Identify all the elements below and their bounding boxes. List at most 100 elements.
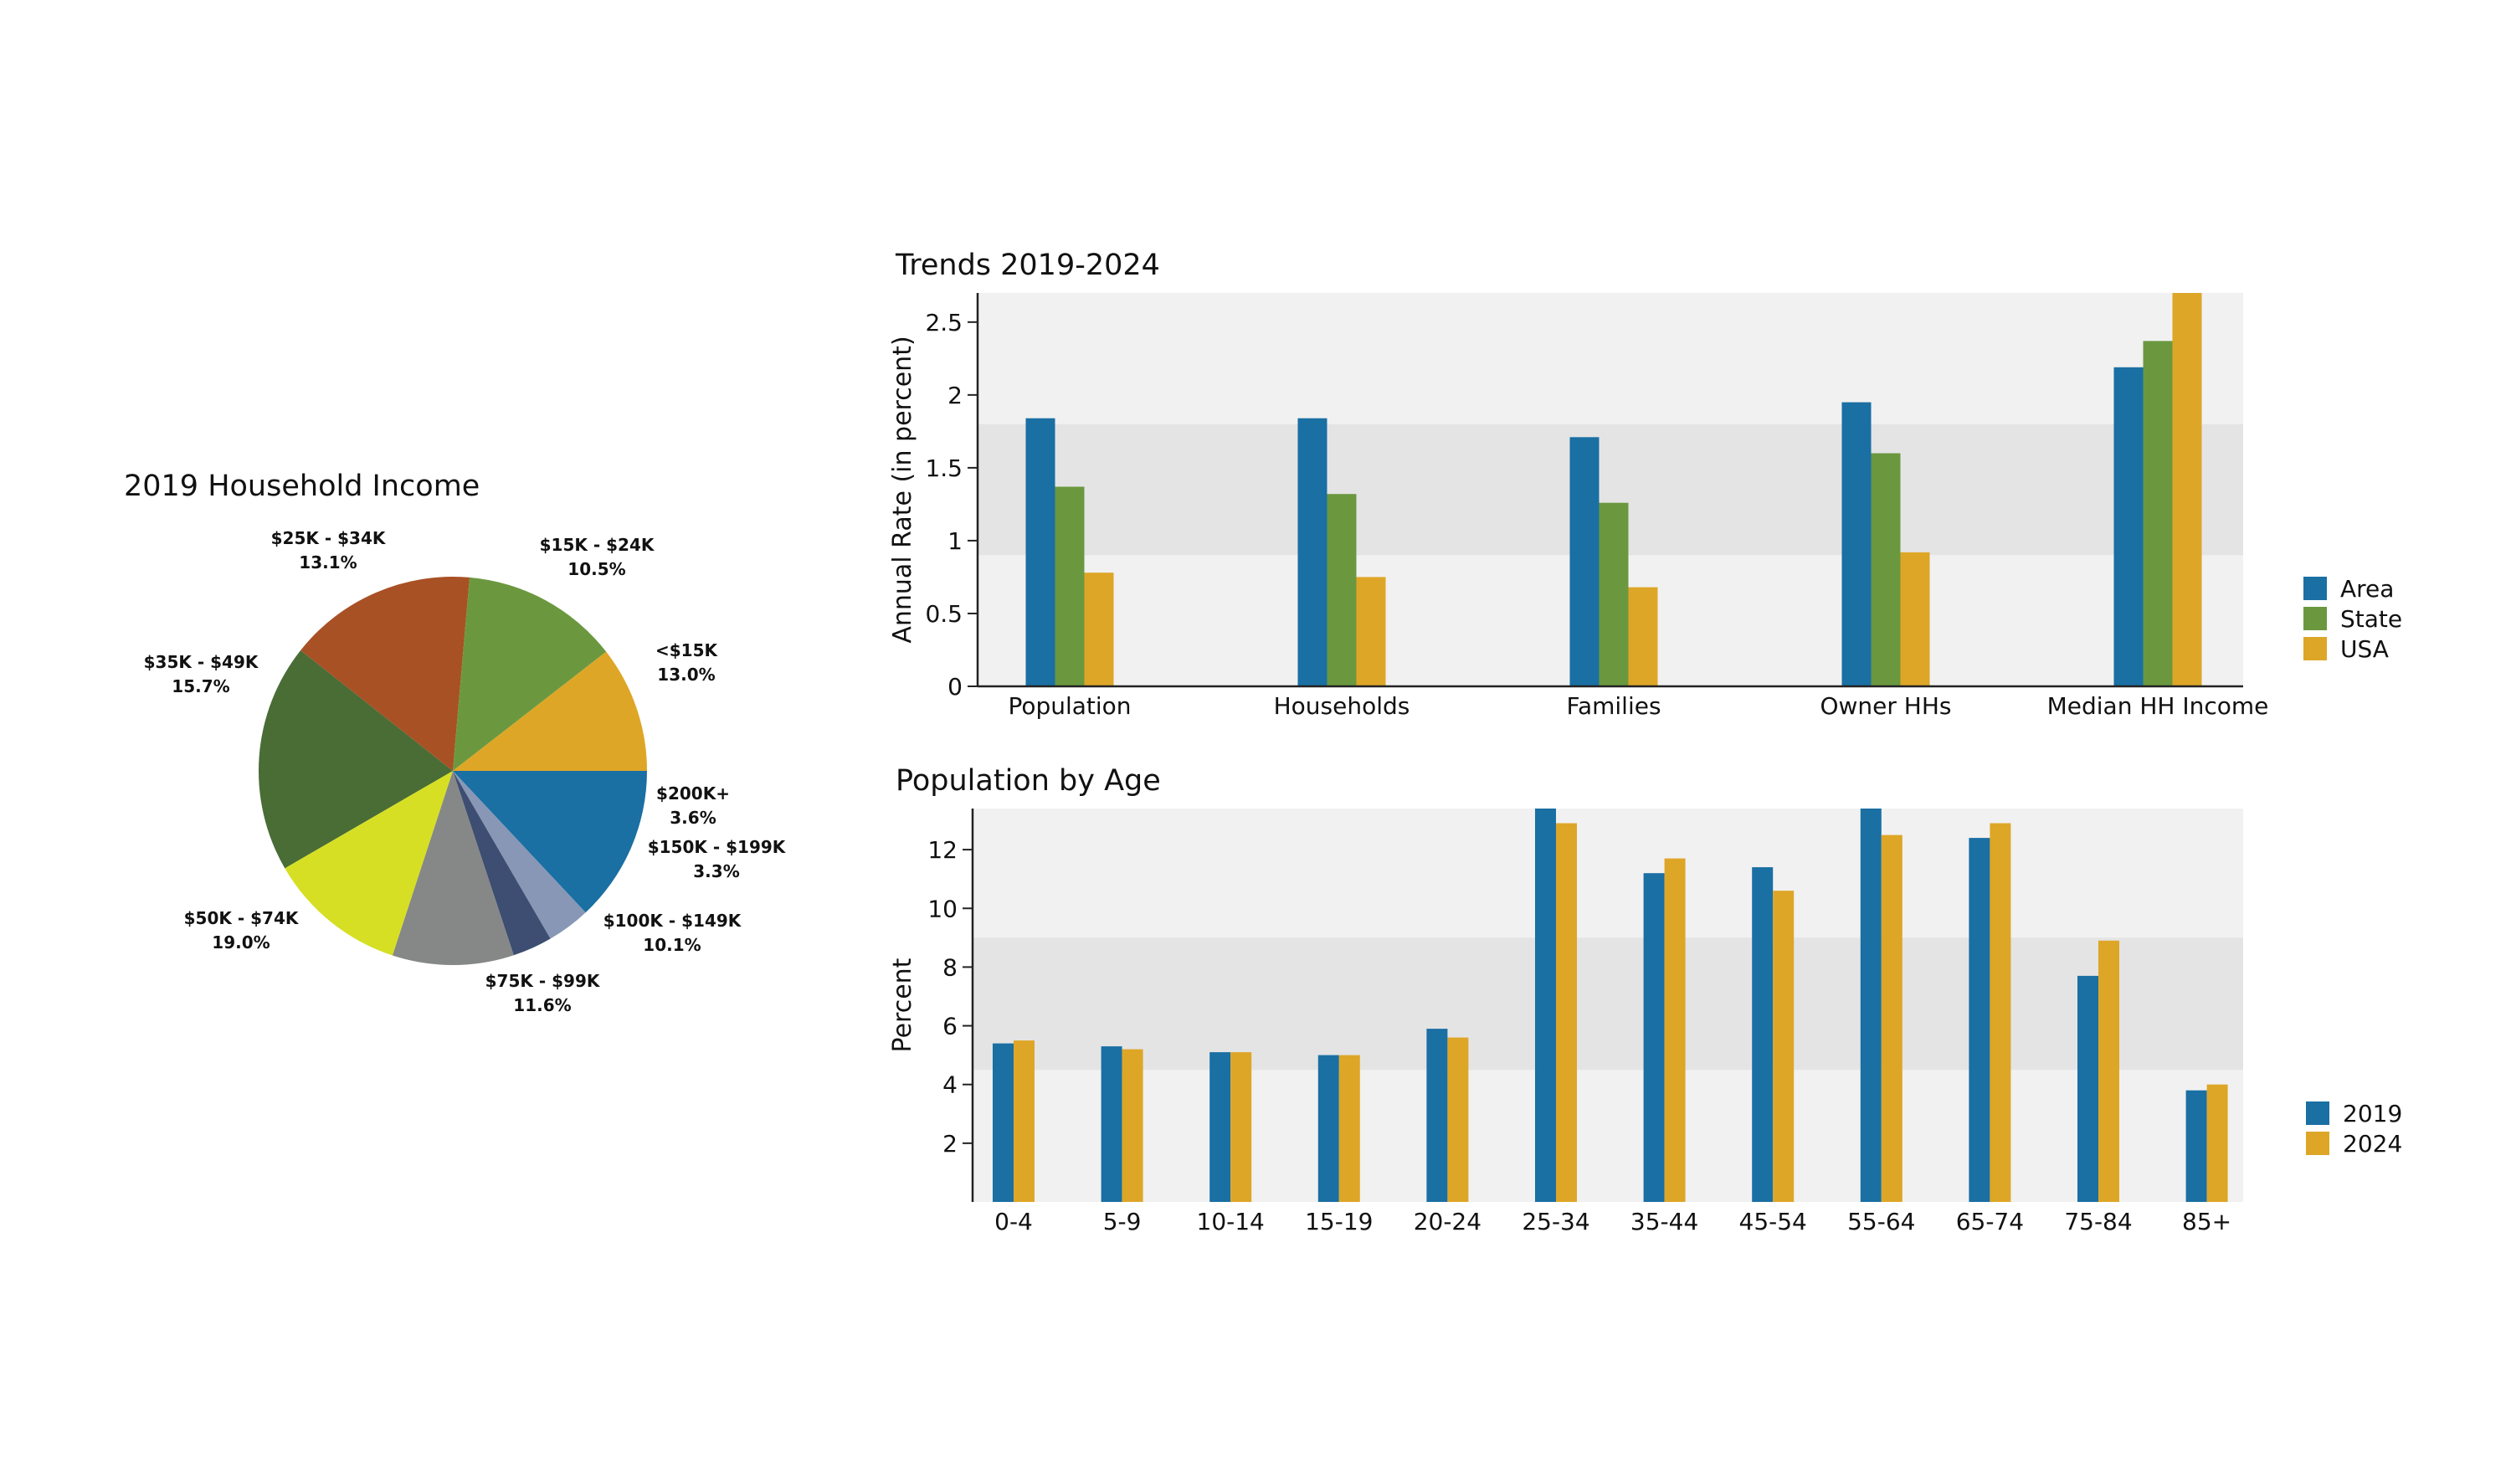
bar-households-area xyxy=(1297,418,1327,686)
bar-owner-hhs-area xyxy=(1841,402,1872,686)
y-tick-label: 0.5 xyxy=(925,600,963,628)
bar-15-19-2024 xyxy=(1338,1055,1360,1202)
x-tick-label: 15-19 xyxy=(1305,1208,1373,1235)
bar-15-19-2019 xyxy=(1317,1055,1339,1202)
bar-0-4-2024 xyxy=(1014,1040,1035,1202)
age-plot-area: 0-4 5-9 10-14 15-19 20-24 25-34 35-44 45-54 55-6… xyxy=(888,809,2402,1235)
x-tick-label: Owner HHs xyxy=(1820,692,1951,720)
bar-35-44-2019 xyxy=(1643,873,1665,1202)
plot-band xyxy=(973,937,2243,1071)
pie-slice-50k-74k xyxy=(258,650,453,869)
bar-0-4-2019 xyxy=(993,1043,1014,1202)
legend-label-usa: USA xyxy=(2340,635,2389,663)
x-tick-label: Households xyxy=(1274,692,1410,720)
pie-pct-150k-199k: 3.3% xyxy=(693,861,739,881)
bar-households-state xyxy=(1327,494,1357,686)
bar-25-34-2019 xyxy=(1535,809,1556,1202)
bar-families-state xyxy=(1599,502,1629,686)
pie-pct-75k-99k: 11.6% xyxy=(513,995,571,1015)
bar-population-area xyxy=(1025,418,1055,686)
bar-45-54-2024 xyxy=(1773,891,1795,1202)
pie-label-200k: $200K+ xyxy=(656,783,730,804)
pie-slice-25k-34k xyxy=(453,577,607,771)
y-tick-label: 12 xyxy=(927,836,958,864)
pie-slice-15k xyxy=(453,771,647,913)
bar-owner-hhs-usa xyxy=(1900,552,1930,686)
y-tick-label: 8 xyxy=(942,953,958,981)
bar-85-2019 xyxy=(2185,1090,2207,1202)
y-tick-label: 4 xyxy=(942,1071,958,1099)
income-chart-title: 2019 Household Income xyxy=(124,470,480,503)
pie-label-100k-149k: $100K - $149K xyxy=(603,911,742,931)
bar-10-14-2019 xyxy=(1209,1052,1231,1202)
pie-label-15k-24k: $15K - $24K xyxy=(540,535,655,555)
legend-label-2019: 2019 xyxy=(2343,1100,2402,1127)
pie-pct-50k-74k: 19.0% xyxy=(212,932,270,953)
legend-label-state: State xyxy=(2340,605,2402,633)
pie-labels: <$15K 13.0% $200K+ 3.6% $150K - $199K 3.3% $10… xyxy=(144,528,787,1015)
y-tick-label: 2.5 xyxy=(925,309,963,336)
x-tick-label: 10-14 xyxy=(1197,1208,1265,1235)
bar-households-usa xyxy=(1356,577,1386,686)
pie-slice-100k-149k xyxy=(392,771,514,965)
bar-85-2024 xyxy=(2206,1084,2228,1202)
y-tick-label: 10 xyxy=(927,895,958,922)
pie-pct-15k-24k: 10.5% xyxy=(567,559,625,579)
legend-label-2024: 2024 xyxy=(2343,1130,2402,1158)
bar-families-area xyxy=(1569,437,1600,686)
bar-55-64-2024 xyxy=(1881,834,1903,1202)
pie-slice-35k-49k xyxy=(300,577,470,771)
bar-65-74-2019 xyxy=(1969,838,1990,1202)
x-tick-label: Population xyxy=(1008,692,1131,720)
x-tick-label: 25-34 xyxy=(1522,1208,1589,1235)
bar-20-24-2019 xyxy=(1426,1029,1448,1202)
age-chart-title: Population by Age xyxy=(896,764,1161,798)
trends-chart-title: Trends 2019-2024 xyxy=(895,249,1160,282)
bar-75-84-2024 xyxy=(2098,940,2119,1202)
bar-5-9-2024 xyxy=(1122,1049,1143,1202)
pie-slices xyxy=(258,577,647,965)
legend-swatch-usa xyxy=(2303,637,2327,660)
legend-swatch-2019 xyxy=(2306,1101,2329,1125)
legend-label-area: Area xyxy=(2340,575,2394,603)
bar-families-usa xyxy=(1628,587,1658,686)
pie-slice-75k-99k xyxy=(285,771,453,956)
trends-bar-chart: Trends 2019-2024 Population Households Fam… xyxy=(888,249,2402,720)
y-tick-label: 6 xyxy=(942,1013,958,1040)
x-tick-label: 5-9 xyxy=(1103,1208,1142,1235)
x-tick-label: 55-64 xyxy=(1847,1208,1915,1235)
pie-label-15k: <$15K xyxy=(655,640,719,660)
pie-pct-15k: 13.0% xyxy=(657,665,715,685)
x-tick-label: 85+ xyxy=(2182,1208,2231,1235)
bar-35-44-2024 xyxy=(1664,858,1686,1202)
bar-75-84-2019 xyxy=(2077,975,2098,1202)
trends-plot-area: Population Households Families Owner HHs Med… xyxy=(888,293,2402,720)
bar-10-14-2024 xyxy=(1230,1052,1252,1202)
legend-swatch-2024 xyxy=(2306,1132,2329,1155)
y-tick-label: 2 xyxy=(942,1130,958,1158)
pie-label-75k-99k: $75K - $99K xyxy=(485,971,601,991)
y-tick-label: 2 xyxy=(947,382,963,409)
y-axis-title: Percent xyxy=(888,958,917,1052)
pie-label-50k-74k: $50K - $74K xyxy=(184,908,300,928)
x-tick-label: 45-54 xyxy=(1739,1208,1807,1235)
pie-label-25k-34k: $25K - $34K xyxy=(271,528,387,548)
pie-slice-150k-199k xyxy=(453,771,551,956)
bar-population-state xyxy=(1055,486,1085,686)
bar-population-usa xyxy=(1084,573,1114,686)
pie-label-35k-49k: $35K - $49K xyxy=(144,652,259,672)
y-tick-label: 1.5 xyxy=(925,454,963,482)
y-tick-label: 1 xyxy=(947,527,963,555)
legend-swatch-area xyxy=(2303,577,2327,600)
bar-65-74-2024 xyxy=(1990,823,2011,1202)
pie-pct-100k-149k: 10.1% xyxy=(643,935,701,955)
x-tick-label: 65-74 xyxy=(1956,1208,2024,1235)
pie-slice-15k-24k xyxy=(453,651,647,771)
bar-5-9-2019 xyxy=(1101,1046,1122,1202)
bar-20-24-2024 xyxy=(1447,1037,1469,1202)
age-bar-chart: Population by Age 0-4 5-9 10-14 15-19 20-24 2… xyxy=(888,764,2402,1235)
x-tick-label: 35-44 xyxy=(1630,1208,1698,1235)
x-tick-label: Median HH Income xyxy=(2047,692,2269,720)
bar-owner-hhs-state xyxy=(1871,453,1901,686)
